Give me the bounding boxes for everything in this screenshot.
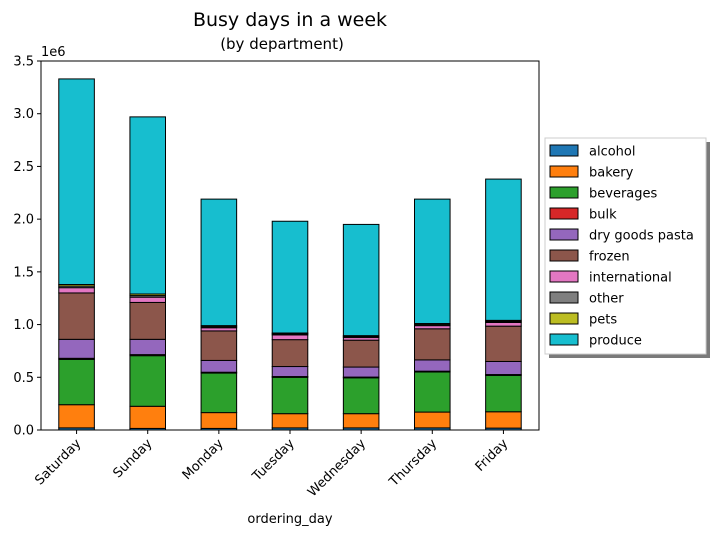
legend-label: other — [589, 292, 624, 307]
bar-saturday-dry-goods-pasta — [58, 338, 95, 359]
x-tick-label: Monday — [180, 436, 227, 483]
bar-wednesday-dry-goods-pasta — [342, 366, 380, 378]
x-tick-label: Saturday — [32, 436, 84, 488]
bar-tuesday-produce — [271, 220, 309, 334]
bar-sunday-dry-goods-pasta — [129, 338, 167, 356]
y-tick-label: 3.0 — [13, 107, 34, 122]
bar-saturday-bakery — [58, 404, 95, 429]
y-tick-label: 3.5 — [13, 55, 34, 70]
legend: alcohol bakery beverages bulk dry goods past… — [544, 137, 710, 358]
bar-saturday-beverages — [58, 358, 95, 406]
legend-label: alcohol — [589, 145, 635, 160]
y-tick-label: 2.5 — [13, 160, 34, 175]
bar-thursday-frozen — [414, 328, 451, 361]
bar-tuesday-bakery — [271, 413, 309, 429]
bar-saturday-frozen — [58, 292, 95, 340]
legend-label: beverages — [589, 187, 658, 202]
bar-tuesday-frozen — [271, 339, 309, 368]
bar-thursday-dry-goods-pasta — [414, 359, 451, 372]
bar-sunday-bakery — [129, 405, 167, 429]
legend-label: bulk — [589, 208, 617, 223]
legend-swatch — [549, 207, 579, 220]
bar-tuesday-dry-goods-pasta — [271, 366, 309, 378]
y-tick-label: 0.0 — [13, 424, 34, 439]
bar-wednesday-beverages — [342, 377, 380, 415]
bar-friday-international — [485, 321, 522, 327]
x-tick-label: Thursday — [386, 436, 440, 490]
bar-monday-produce — [200, 198, 238, 327]
bar-monday-bakery — [200, 412, 238, 429]
bar-monday-beverages — [200, 372, 238, 414]
legend-label: international — [589, 271, 672, 286]
legend-label: bakery — [589, 166, 634, 181]
bar-friday-produce — [485, 178, 522, 321]
bar-wednesday-bakery — [342, 413, 380, 429]
bar-wednesday-produce — [342, 223, 380, 337]
legend-label: dry goods pasta — [589, 229, 694, 244]
legend-swatch — [549, 186, 579, 199]
bar-sunday-frozen — [129, 301, 167, 340]
legend-swatch — [549, 312, 579, 325]
legend-swatch — [549, 144, 579, 157]
bar-saturday-international — [58, 287, 95, 294]
bar-wednesday-frozen — [342, 339, 380, 368]
bar-sunday-produce — [129, 116, 167, 295]
chart-subtitle: (by department) — [220, 35, 344, 53]
bar-thursday-beverages — [414, 371, 451, 413]
bar-sunday-beverages — [129, 355, 167, 407]
legend-swatch — [549, 249, 579, 262]
bar-sunday-international — [129, 296, 167, 303]
y-tick-label: 2.0 — [13, 213, 34, 228]
bar-tuesday-international — [271, 334, 309, 341]
x-tick-label: Friday — [473, 436, 512, 475]
bar-thursday-produce — [414, 198, 451, 325]
bar-tuesday-beverages — [271, 376, 309, 415]
y-axis: 0.0 0.5 1.0 1.5 2.0 2.5 3.0 3.5 — [13, 55, 41, 439]
x-axis-label: ordering_day — [247, 512, 332, 527]
y-tick-label: 1.5 — [13, 265, 34, 280]
y-axis-offset-label: 1e6 — [41, 45, 66, 60]
bar-friday-beverages — [485, 374, 522, 413]
x-tick-label: Wednesday — [305, 436, 369, 500]
legend-swatch — [549, 228, 579, 241]
bar-saturday-produce — [58, 78, 95, 286]
bars-layer — [58, 78, 522, 431]
chart-title: Busy days in a week — [193, 9, 387, 31]
bar-thursday-bakery — [414, 411, 451, 429]
legend-swatch — [549, 270, 579, 283]
x-tick-label: Sunday — [111, 436, 156, 481]
bar-friday-bakery — [485, 411, 522, 429]
y-tick-label: 1.0 — [13, 318, 34, 333]
legend-swatch — [549, 165, 579, 178]
bar-monday-dry-goods-pasta — [200, 359, 238, 373]
legend-label: produce — [589, 334, 642, 349]
legend-swatch — [549, 291, 579, 304]
legend-swatch — [549, 333, 579, 346]
y-tick-label: 0.5 — [13, 371, 34, 386]
legend-label: pets — [589, 313, 617, 328]
x-axis: Saturday Sunday Monday Tuesday Wednesday Thur… — [32, 430, 511, 500]
bar-friday-frozen — [485, 325, 522, 362]
x-tick-label: Tuesday — [249, 436, 298, 485]
legend-label: frozen — [589, 250, 630, 265]
bar-friday-dry-goods-pasta — [485, 360, 522, 376]
bar-monday-frozen — [200, 330, 238, 361]
